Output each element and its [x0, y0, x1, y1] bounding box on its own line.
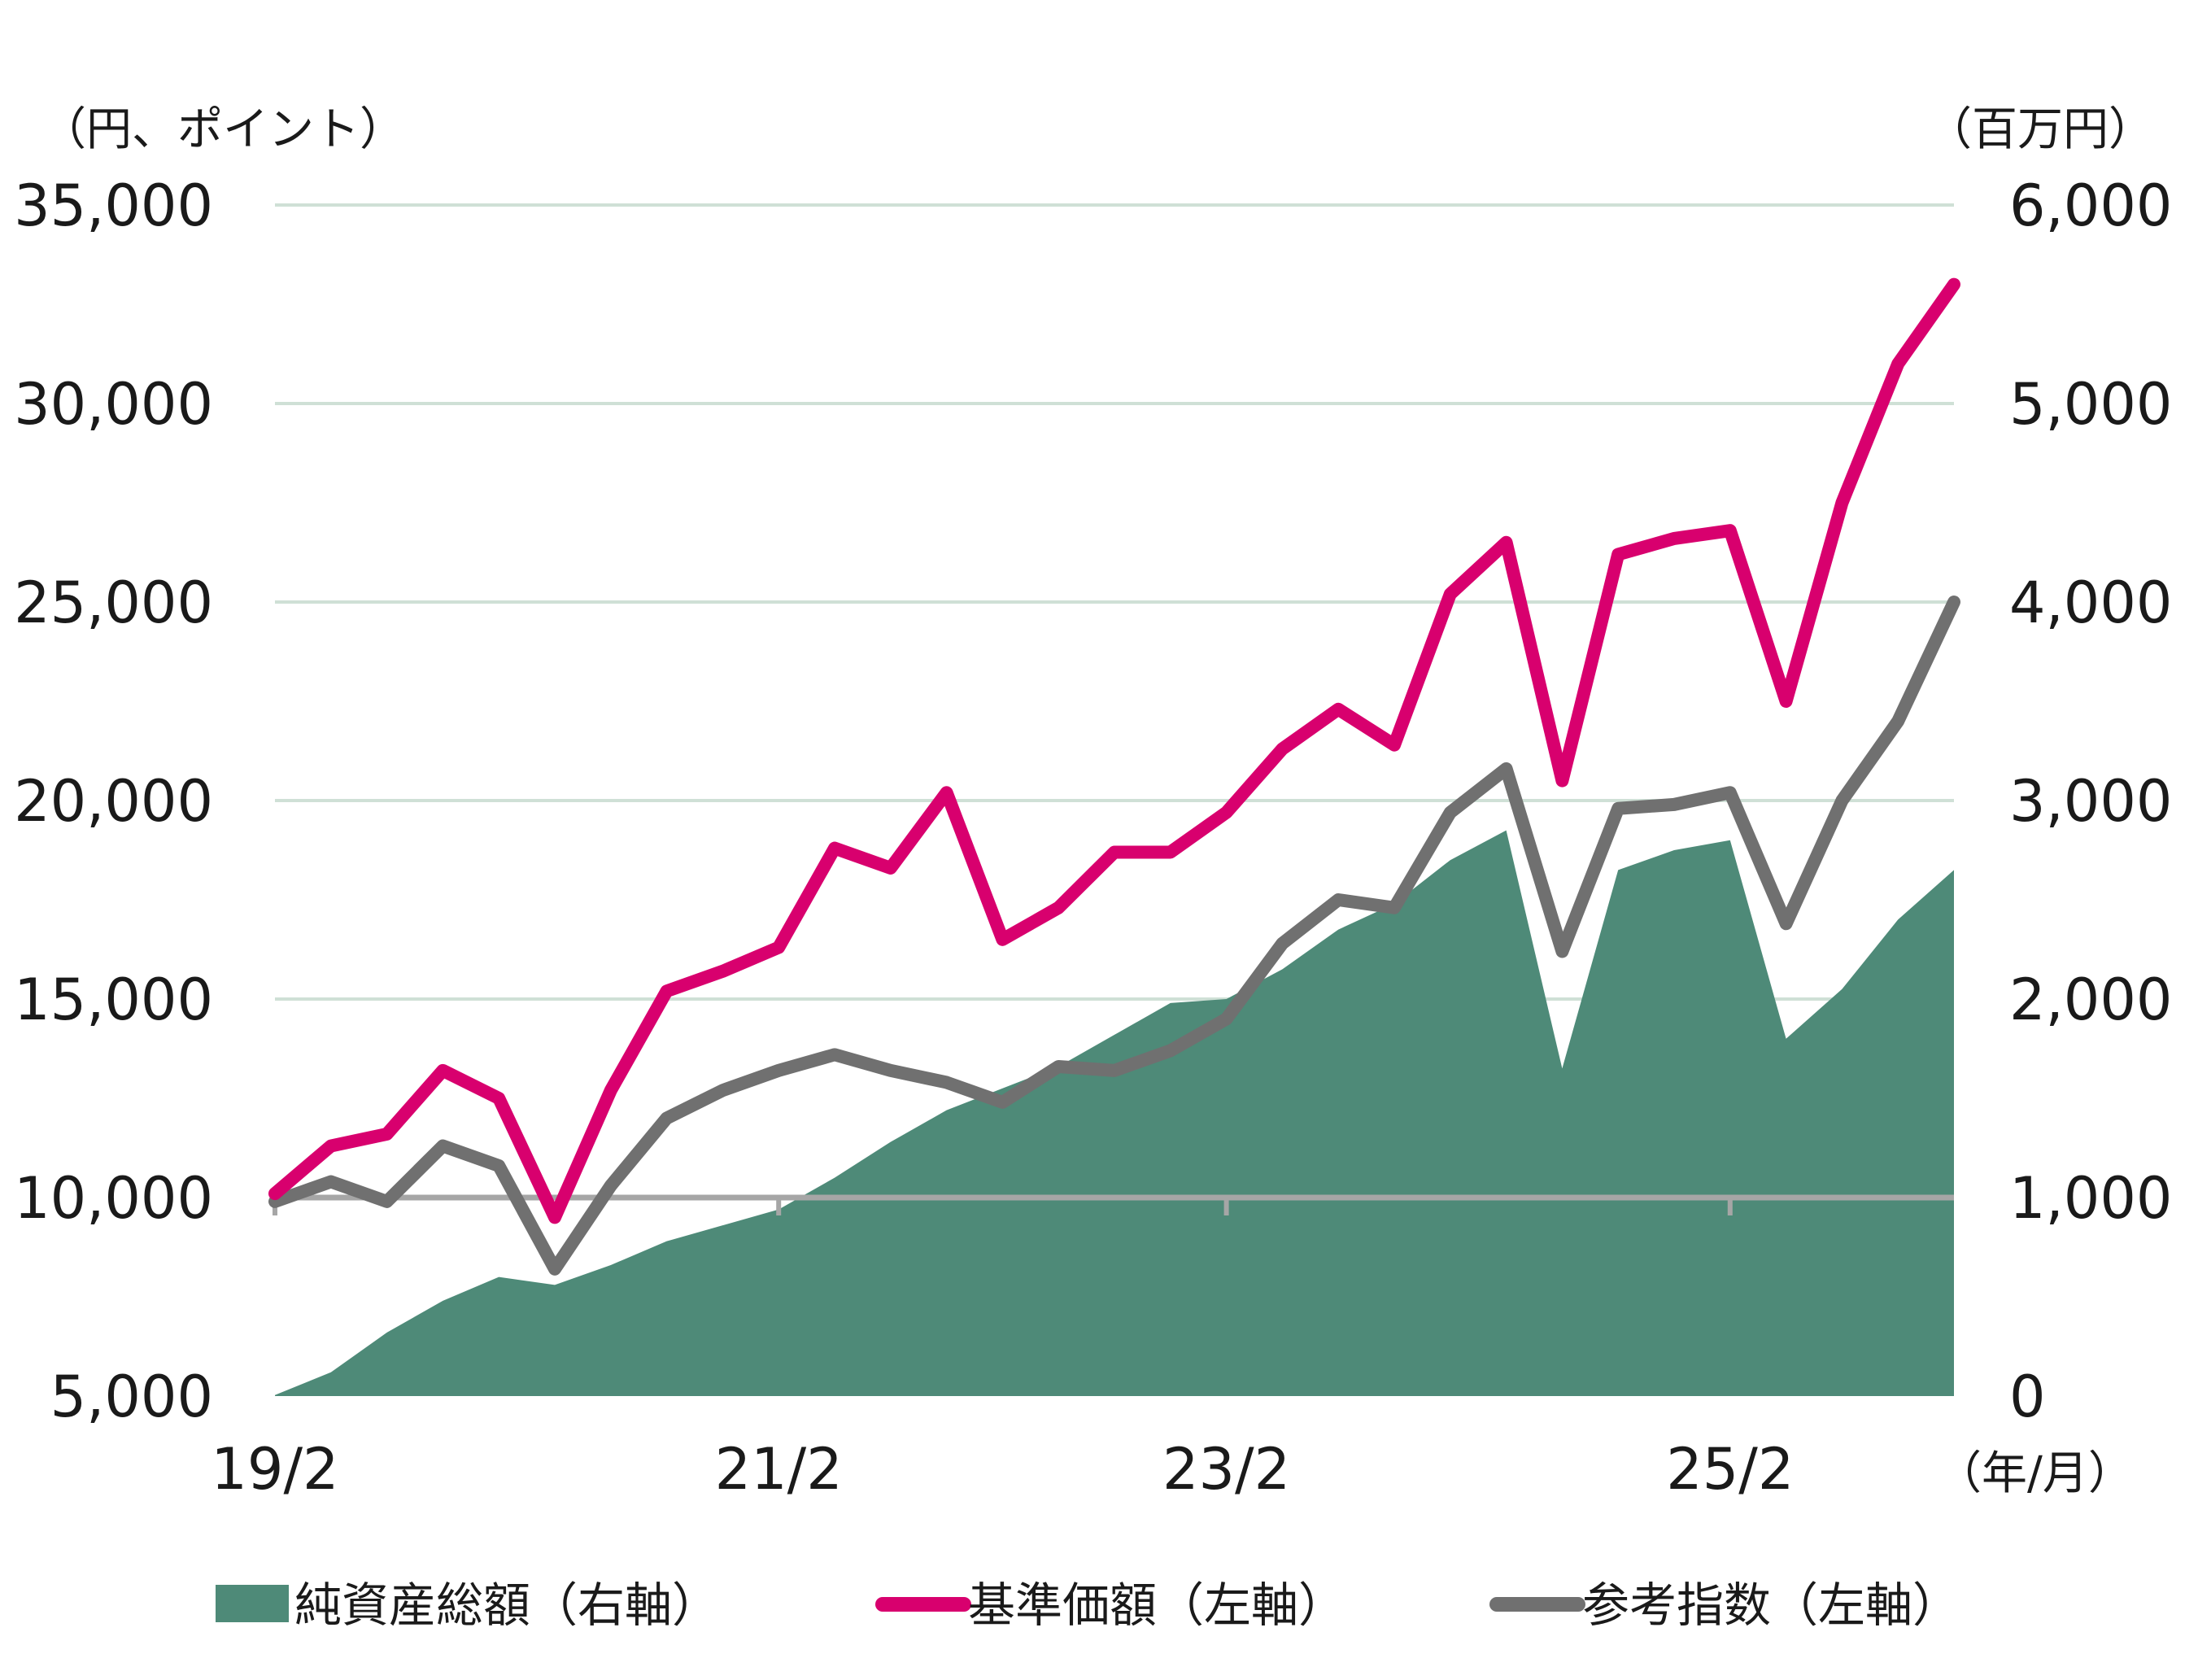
left-axis-unit: （円、ポイント） — [41, 103, 405, 156]
x-tick-label: 19/2 — [211, 1436, 338, 1503]
y-left-tick-label: 15,000 — [14, 967, 213, 1033]
y-left-tick-label: 5,000 — [50, 1364, 213, 1430]
right-axis-labels: 0 1,000 2,000 3,000 4,000 5,000 6,000 — [2009, 172, 2172, 1430]
y-right-tick-label: 4,000 — [2009, 569, 2172, 636]
y-right-tick-label: 5,000 — [2009, 371, 2172, 438]
y-right-tick-label: 3,000 — [2009, 768, 2172, 835]
y-left-tick-label: 30,000 — [14, 371, 213, 438]
x-axis-labels: 19/2 21/2 23/2 25/2 — [211, 1436, 1794, 1503]
left-axis-labels: 5,000 10,000 15,000 20,000 25,000 30,000 35,00… — [14, 172, 213, 1430]
x-axis-unit: （年/月） — [1936, 1447, 2134, 1500]
y-left-tick-label: 25,000 — [14, 569, 213, 636]
y-left-tick-label: 20,000 — [14, 768, 213, 835]
legend-label-nav: 基準価額（左軸） — [968, 1577, 1345, 1633]
y-right-tick-label: 6,000 — [2009, 172, 2172, 239]
reference-index-line — [268, 596, 1960, 1276]
y-left-tick-label: 35,000 — [14, 172, 213, 239]
x-tick-label: 23/2 — [1162, 1436, 1290, 1503]
x-tick-label: 21/2 — [715, 1436, 843, 1503]
legend-swatch-net-assets — [216, 1585, 289, 1622]
right-axis-unit: （百万円） — [1926, 103, 2154, 156]
nav-line — [268, 277, 1960, 1224]
y-right-tick-label: 2,000 — [2009, 967, 2172, 1033]
net-assets-area — [275, 830, 1954, 1396]
legend-label-net-assets: 純資産総額（右軸） — [294, 1577, 719, 1633]
x-tick-label: 25/2 — [1666, 1436, 1794, 1503]
y-right-tick-label: 1,000 — [2009, 1165, 2172, 1232]
legend: 純資産総額（右軸） 基準価額（左軸） 参考指数（左軸） — [216, 1577, 1960, 1633]
legend-label-reference-index: 参考指数（左軸） — [1582, 1577, 1960, 1633]
y-left-tick-label: 10,000 — [14, 1165, 213, 1232]
y-right-tick-label: 0 — [2009, 1364, 2046, 1430]
